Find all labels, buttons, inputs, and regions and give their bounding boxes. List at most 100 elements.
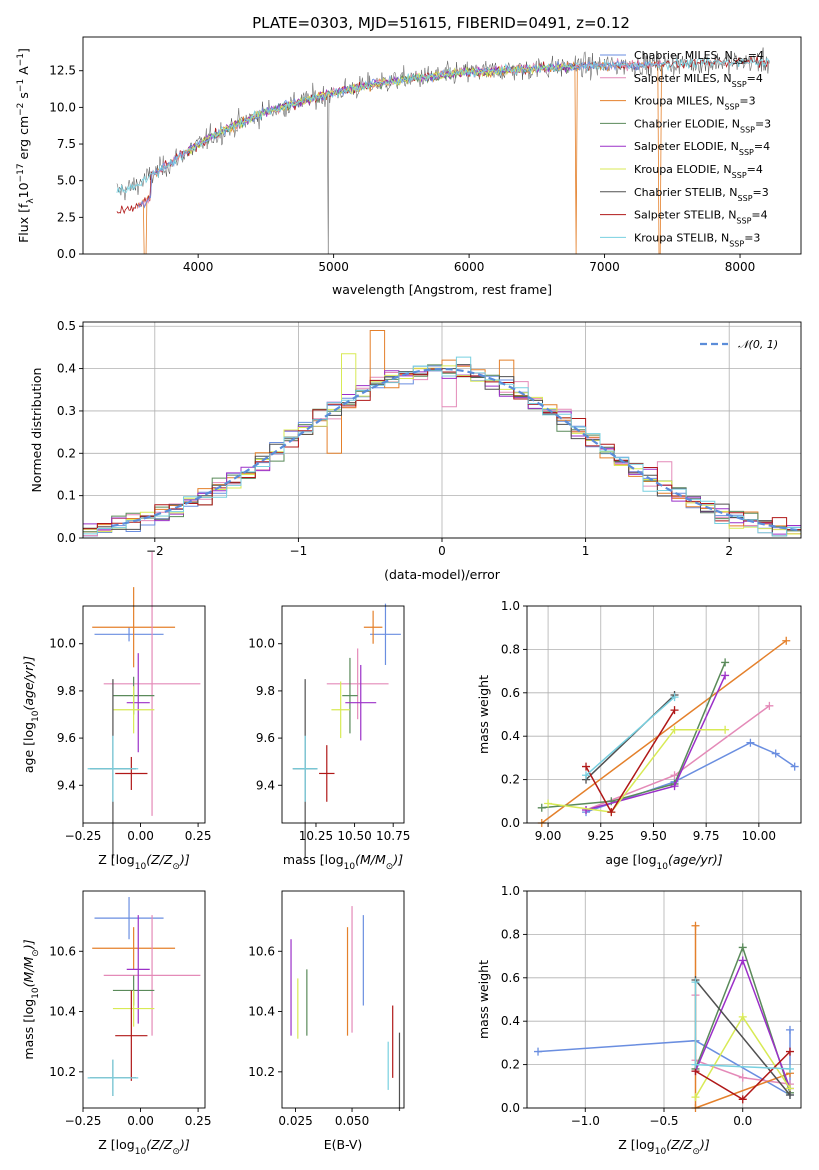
y-tick-label: 0.4 <box>57 362 76 376</box>
y-tick-label: 0.6 <box>501 686 520 700</box>
mass-vs-ebv-xlabel: E(B-V) <box>324 1137 363 1152</box>
weight-vs-Z-xlabel: Z [log10(Z/Z⊙)] <box>618 1137 710 1157</box>
x-tick-label: −1 <box>290 544 308 558</box>
spectrum-line <box>116 57 770 194</box>
axes-frame <box>526 605 802 824</box>
series-marker <box>738 1073 747 1082</box>
series-marker <box>738 1095 747 1104</box>
axes-frame <box>82 36 802 255</box>
mass-vs-ebv-axes: 0.025 0.050 10.2 10.4 10.6 <box>248 890 405 1128</box>
age-vs-mass-xlabel: mass [log10(M/M⊙)] <box>283 852 403 872</box>
spectrum-ylabel: Flux [fλ10−17 erg cm−2 s−1 A−1] <box>16 48 36 243</box>
axes-frame <box>82 890 206 1109</box>
spectrum-axes: 4000 5000 6000 7000 8000 0.0 2.5 5.0 7.5 10.0 12.5… <box>49 36 802 274</box>
series-marker <box>746 738 755 747</box>
series-marker <box>670 693 679 702</box>
x-tick-label: 10.25 <box>299 829 333 843</box>
axes-frame <box>281 890 405 1109</box>
y-tick-label: 0.8 <box>501 642 520 656</box>
series-marker <box>790 762 799 771</box>
histogram-step <box>83 356 801 537</box>
x-tick-label: 5000 <box>318 260 349 274</box>
age-vs-mass-axes: 10.25 10.50 10.75 9.4 9.6 9.8 10.0 <box>248 603 410 859</box>
series-line <box>541 662 726 809</box>
legend-label: Kroupa STELIB, NSSP=3 <box>634 231 760 248</box>
mass-vs-Z-axes: −0.25 0.00 0.25 10.2 10.4 10.6 <box>49 890 211 1128</box>
gaussian-legend-label: 𝒩(0, 1) <box>738 338 778 351</box>
legend-label: Salpeter ELODIE, NSSP=4 <box>634 140 770 157</box>
series-marker <box>670 782 679 791</box>
series-marker <box>534 1047 543 1056</box>
series-marker <box>670 706 679 715</box>
legend-label: Chabrier MILES, NSSP=4 <box>634 49 764 66</box>
histogram-ylabel: Normed distribution <box>29 368 44 493</box>
series-marker <box>765 701 774 710</box>
series-marker <box>785 1047 794 1056</box>
y-tick-label: 0.2 <box>57 446 76 460</box>
y-tick-label: 2.5 <box>57 210 76 224</box>
legend-label: Salpeter STELIB, NSSP=4 <box>634 209 768 226</box>
legend-label: Chabrier ELODIE, NSSP=3 <box>634 117 771 133</box>
y-tick-label: 10.0 <box>49 637 76 651</box>
series-marker <box>582 771 591 780</box>
axes-frame <box>82 605 206 824</box>
legend-label: Chabrier STELIB, NSSP=3 <box>634 186 769 203</box>
x-tick-label: 0.0 <box>733 1114 752 1128</box>
y-tick-label: 0.2 <box>501 773 520 787</box>
age-vs-Z-ylabel: age [log10(age/yr)] <box>21 656 41 773</box>
series-marker <box>782 636 791 645</box>
y-tick-label: 9.4 <box>57 778 76 792</box>
weight-vs-Z-axes: −1.0 −0.5 0.0 0.0 0.2 0.4 0.6 0.8 1.0 <box>501 884 802 1128</box>
series-marker <box>721 725 730 734</box>
series-marker <box>691 1093 700 1102</box>
x-tick-label: 0.00 <box>127 1114 154 1128</box>
y-tick-label: 9.6 <box>256 731 275 745</box>
series-line <box>547 728 726 813</box>
y-tick-label: 0.8 <box>501 927 520 941</box>
x-tick-label: 6000 <box>454 260 485 274</box>
y-tick-label: 10.0 <box>49 100 76 114</box>
x-tick-label: −2 <box>146 544 164 558</box>
x-tick-label: 8000 <box>725 260 756 274</box>
series-marker <box>785 1025 794 1034</box>
y-tick-label: 0.0 <box>501 1101 520 1115</box>
x-tick-label: 2 <box>725 544 733 558</box>
x-tick-label: 9.00 <box>535 829 562 843</box>
x-tick-label: 9.50 <box>640 829 667 843</box>
spectrum-line <box>136 60 662 254</box>
weight-vs-Z-ylabel: mass weight <box>476 960 491 1039</box>
y-tick-label: 0.6 <box>501 971 520 985</box>
x-tick-label: 0.025 <box>278 1114 312 1128</box>
x-tick-label: 7000 <box>589 260 620 274</box>
series-marker <box>785 1090 794 1099</box>
y-tick-label: 12.5 <box>49 64 76 78</box>
y-tick-label: 9.6 <box>57 731 76 745</box>
series-marker <box>738 956 747 965</box>
figure-title: PLATE=0303, MJD=51615, FIBERID=0491, z=0… <box>252 14 630 32</box>
x-tick-label: 0 <box>438 544 446 558</box>
y-tick-label: 0.4 <box>501 729 520 743</box>
histogram-steps <box>83 330 801 537</box>
age-vs-Z-xlabel: Z [log10(Z/Z⊙)] <box>98 852 190 872</box>
weight-vs-age-xlabel: age [log10(age/yr)] <box>605 852 722 872</box>
y-tick-label: 10.6 <box>248 944 275 958</box>
y-tick-label: 7.5 <box>57 137 76 151</box>
mass-vs-Z-xlabel: Z [log10(Z/Z⊙)] <box>98 1137 190 1157</box>
gaussian-curve <box>111 367 801 532</box>
y-tick-label: 0.5 <box>57 319 76 333</box>
series-marker <box>785 1064 794 1073</box>
series-marker <box>607 797 616 806</box>
y-tick-label: 1.0 <box>501 884 520 898</box>
series-marker <box>738 1012 747 1021</box>
y-tick-label: 0.0 <box>57 531 76 545</box>
y-tick-label: 10.4 <box>248 1005 275 1019</box>
series-line <box>537 1029 791 1097</box>
series-marker <box>544 799 553 808</box>
spectrum-line <box>188 62 577 154</box>
series-line <box>585 696 675 776</box>
x-tick-label: −0.5 <box>649 1114 678 1128</box>
series-marker <box>607 808 616 817</box>
legend-label: Kroupa ELODIE, NSSP=4 <box>634 163 763 180</box>
x-tick-label: 0.050 <box>335 1114 369 1128</box>
